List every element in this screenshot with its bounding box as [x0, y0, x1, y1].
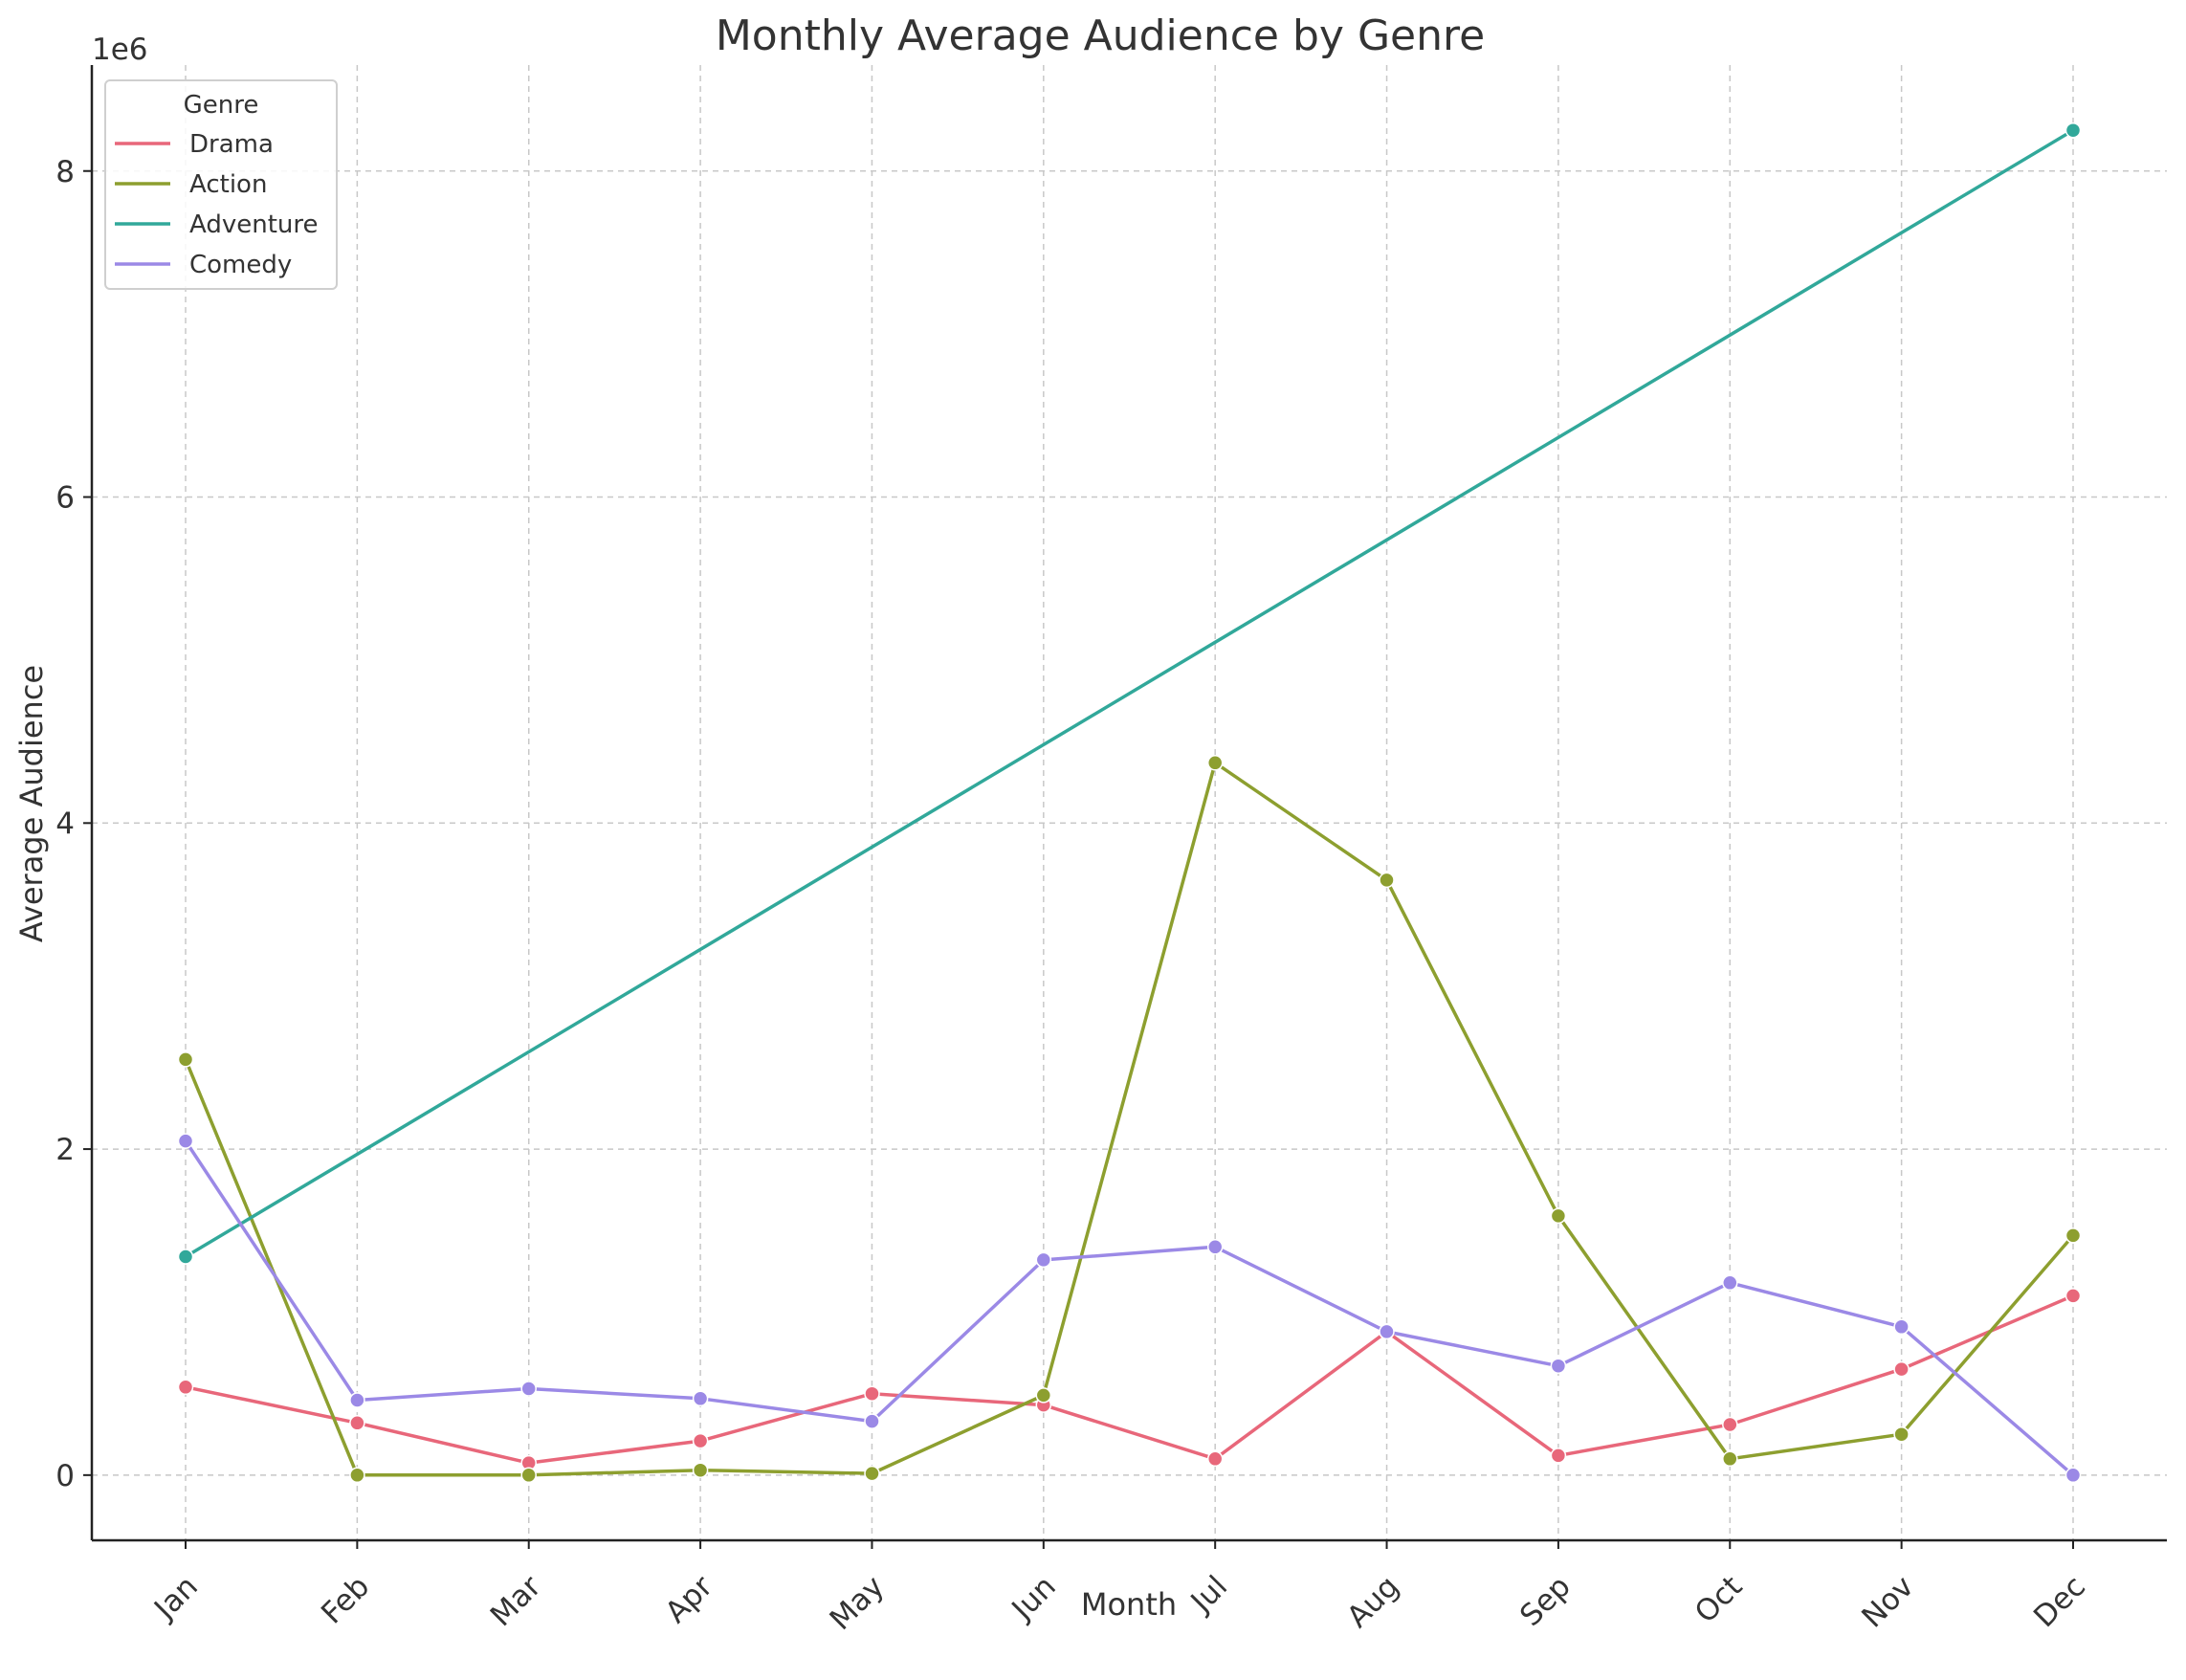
- y-axis-label: Average Audience: [13, 665, 50, 942]
- data-point-action: [520, 1467, 537, 1484]
- chart-title: Monthly Average Audience by Genre: [716, 11, 1485, 60]
- data-point-action: [1893, 1426, 1910, 1443]
- data-point-action: [864, 1465, 880, 1482]
- legend-label-comedy: Comedy: [189, 251, 292, 279]
- data-point-comedy: [1893, 1318, 1910, 1336]
- data-point-comedy: [1035, 1251, 1052, 1269]
- data-point-drama: [864, 1385, 880, 1402]
- y-tick-label: 6: [55, 481, 75, 516]
- data-point-action: [1379, 872, 1395, 889]
- legend-label-adventure: Adventure: [189, 210, 318, 239]
- legend-label-drama: Drama: [189, 130, 274, 159]
- x-axis-label: Month: [1081, 1586, 1177, 1623]
- data-point-comedy: [2065, 1467, 2082, 1484]
- data-point-comedy: [1206, 1239, 1224, 1255]
- x-tick-label: Dec: [2027, 1569, 2092, 1634]
- series-line-action: [184, 761, 2075, 1477]
- data-point-adventure: [2065, 122, 2082, 139]
- data-point-action: [1722, 1450, 1738, 1468]
- grid: [92, 65, 2167, 1540]
- legend-box: [104, 79, 338, 290]
- data-point-drama: [1893, 1360, 1910, 1378]
- x-tick-label: Apr: [659, 1569, 720, 1630]
- axes: [90, 65, 2167, 1542]
- data-point-drama: [1206, 1450, 1224, 1468]
- series-line-comedy: [184, 1139, 2075, 1477]
- y-offset-label: 1e6: [92, 33, 148, 67]
- data-point-action: [692, 1462, 709, 1478]
- data-point-comedy: [349, 1392, 365, 1408]
- data-point-comedy: [864, 1413, 880, 1429]
- data-point-comedy: [1379, 1323, 1395, 1340]
- legend: Genre Drama Action Adventure Comedy: [104, 79, 338, 290]
- data-point-drama: [177, 1379, 194, 1396]
- legend-label-action: Action: [189, 170, 267, 199]
- data-point-comedy: [1550, 1358, 1567, 1374]
- data-point-action: [349, 1467, 365, 1484]
- series-line-drama: [185, 1293, 2074, 1465]
- x-tick-label: Feb: [315, 1569, 376, 1630]
- data-point-action: [177, 1051, 194, 1068]
- data-point-drama: [349, 1415, 365, 1431]
- data-point-drama: [2065, 1288, 2082, 1304]
- data-point-comedy: [692, 1390, 709, 1407]
- x-tick-label: Oct: [1689, 1569, 1749, 1629]
- data-point-comedy: [177, 1133, 194, 1149]
- y-tick-label: 4: [55, 807, 75, 841]
- x-tick-label: Jul: [1183, 1569, 1234, 1620]
- x-tick-label: Aug: [1340, 1569, 1405, 1634]
- data-point-action: [1550, 1207, 1567, 1225]
- series-line-adventure: [185, 128, 2074, 1259]
- data-point-action: [1206, 755, 1224, 771]
- y-tick-label: 0: [55, 1459, 75, 1493]
- legend-title: Genre: [184, 91, 259, 120]
- data-point-adventure: [177, 1249, 194, 1265]
- x-tick-label: May: [824, 1569, 892, 1637]
- data-point-action: [2065, 1227, 2082, 1244]
- y-tick-label: 8: [55, 155, 75, 189]
- data-point-drama: [692, 1432, 709, 1449]
- data-point-drama: [1550, 1448, 1567, 1464]
- series: [177, 122, 2082, 1484]
- y-tick-label: 2: [55, 1133, 75, 1167]
- data-point-action: [1035, 1387, 1052, 1404]
- data-point-comedy: [1722, 1274, 1738, 1292]
- data-point-drama: [1722, 1416, 1738, 1433]
- x-tick-label: Sep: [1513, 1569, 1578, 1633]
- x-tick-label: Mar: [484, 1569, 548, 1633]
- x-tick-label: Jan: [146, 1569, 205, 1627]
- x-tick-label: Jun: [1005, 1569, 1063, 1627]
- x-tick-label: Nov: [1855, 1569, 1920, 1634]
- data-point-comedy: [520, 1381, 537, 1397]
